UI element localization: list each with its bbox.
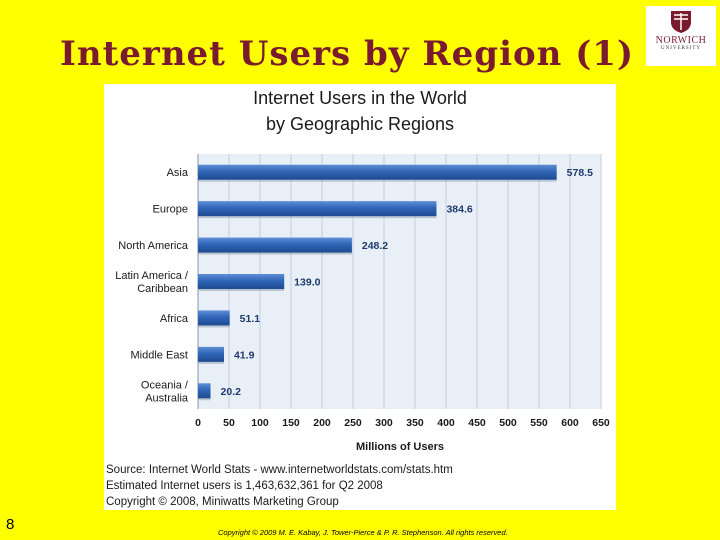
x-tick-label: 150 (282, 417, 300, 429)
bar-chart: Internet Users in the World by Geographi… (106, 88, 610, 508)
slide-title: Internet Users by Region (1) (59, 34, 635, 74)
x-tick-label: 50 (223, 417, 235, 429)
bar (198, 237, 352, 253)
bar (198, 164, 557, 180)
shield-icon (671, 11, 691, 33)
category-label-line: Oceania / (141, 379, 189, 391)
category-label: North America (118, 240, 189, 252)
x-tick-label: 0 (195, 417, 201, 429)
bar (198, 346, 224, 362)
data-label: 20.2 (221, 386, 242, 398)
source-line-2: Estimated Internet users is 1,463,632,36… (106, 480, 383, 492)
category-label-line: Europe (153, 204, 188, 216)
x-tick-label: 600 (561, 417, 579, 429)
chart-title: Internet Users in the World (253, 88, 467, 108)
x-tick-label: 350 (406, 417, 424, 429)
category-label-line: Caribbean (137, 283, 188, 295)
plot-area: 0 50 100 150 200 250 300 350 400 450 500 550 600 650 5… (115, 154, 610, 429)
data-label: 139.0 (294, 277, 320, 289)
norwich-university-logo: NORWICH UNIVERSITY (646, 6, 716, 66)
x-tick-label: 250 (344, 417, 362, 429)
category-label-line: Middle East (131, 349, 188, 361)
category-label: Middle East (131, 349, 188, 361)
copyright-notice: Copyright © 2009 M. E. Kabay, J. Tower-P… (218, 528, 508, 537)
bar (198, 274, 285, 289)
x-tick-label: 650 (592, 417, 610, 429)
x-tick-label: 500 (499, 417, 517, 429)
category-label-line: Asia (167, 167, 189, 179)
category-label: Africa (160, 313, 189, 325)
data-label: 41.9 (234, 349, 255, 361)
source-line-3: Copyright © 2008, Miniwatts Marketing Gr… (106, 496, 339, 508)
category-label: Europe (153, 204, 188, 216)
x-tick-label: 200 (313, 417, 331, 429)
source-line-1: Source: Internet World Stats - www.inter… (106, 464, 453, 476)
x-tick-label: 550 (530, 417, 548, 429)
bar (198, 310, 230, 326)
category-label-line: Australia (145, 392, 189, 404)
category-label: Asia (167, 167, 189, 179)
x-tick-label: 450 (468, 417, 486, 429)
page-number: 8 (6, 516, 15, 533)
data-label: 51.1 (240, 313, 261, 325)
data-label: 248.2 (362, 240, 388, 252)
category-label: Latin America / Caribbean (115, 270, 189, 295)
x-axis-label: Millions of Users (356, 441, 444, 453)
logo-text: NORWICH (655, 35, 707, 46)
category-label-line: Africa (160, 313, 189, 325)
logo-subtext: UNIVERSITY (661, 46, 701, 51)
x-tick-label: 400 (437, 417, 455, 429)
category-label-line: North America (118, 240, 189, 252)
data-label: 578.5 (567, 167, 593, 179)
chart-subtitle: by Geographic Regions (266, 114, 454, 134)
bar (198, 383, 211, 399)
x-tick-label: 300 (375, 417, 393, 429)
data-label: 384.6 (446, 204, 472, 216)
x-tick-label: 100 (251, 417, 269, 429)
category-label-line: Latin America / (115, 270, 189, 282)
category-label: Oceania / Australia (141, 379, 189, 404)
bar (198, 201, 437, 217)
chart-panel: Internet Users in the World by Geographi… (104, 84, 616, 510)
